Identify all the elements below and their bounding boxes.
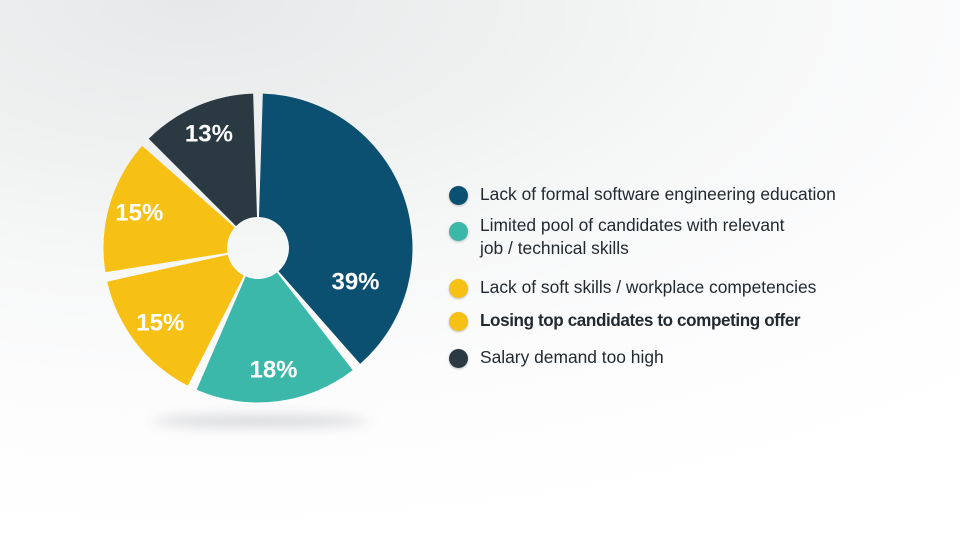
svg-text:18%: 18%	[249, 357, 297, 384]
svg-text:15%: 15%	[115, 199, 163, 226]
svg-text:39%: 39%	[331, 268, 379, 295]
svg-text:15%: 15%	[136, 310, 184, 337]
svg-text:13%: 13%	[185, 120, 233, 147]
